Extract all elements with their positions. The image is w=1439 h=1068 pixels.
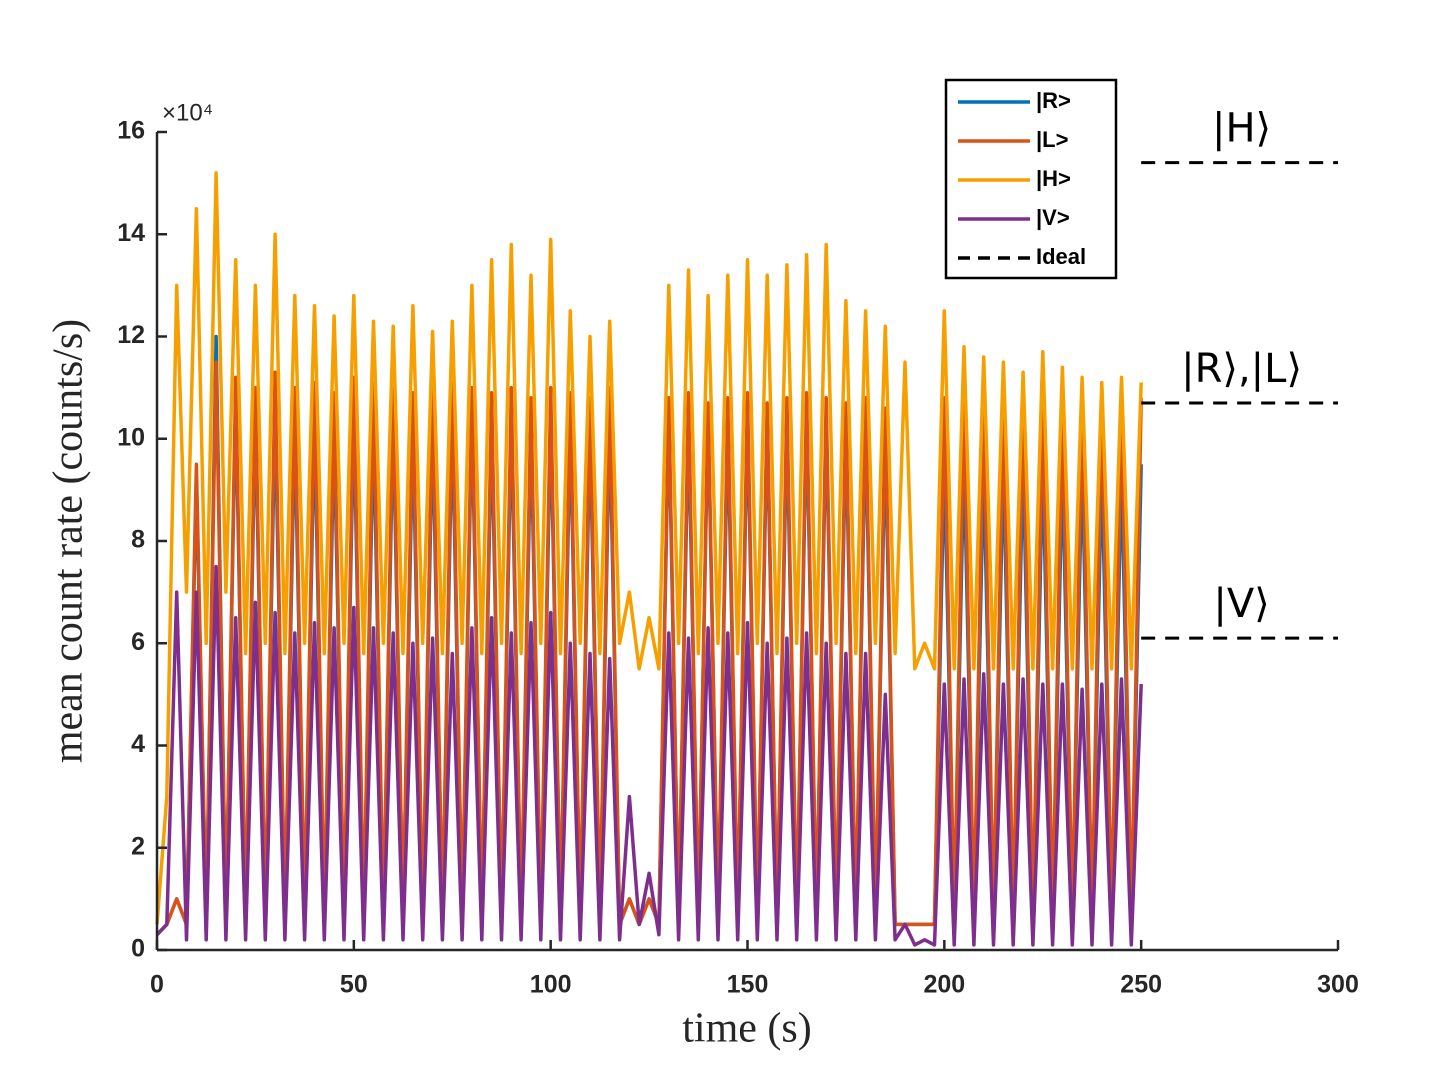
y-tick-label: 10 [117,423,145,451]
x-axis-label: time (s) [682,1006,811,1052]
x-tick-label: 250 [1120,971,1162,999]
legend-label: |R> [1036,88,1071,113]
y-multiplier: ×10⁴ [162,99,213,126]
y-tick-label: 6 [131,628,145,656]
data-line [155,171,1143,925]
legend-label: |V> [1036,205,1070,230]
x-tick-label: 50 [340,971,368,999]
y-tick-label: 2 [131,832,145,860]
ideal-label: |V⟩ [1213,581,1269,627]
x-tick-label: 150 [727,971,769,999]
ideal-label: |H⟩ [1212,106,1271,152]
legend-label: |H> [1036,166,1071,191]
ideal-label: |R⟩,|L⟩ [1181,346,1302,392]
y-tick-label: 4 [131,730,145,758]
y-tick-label: 12 [117,321,145,349]
y-tick-label: 8 [131,526,145,554]
y-tick-label: 0 [131,935,145,963]
y-axis-label: mean count rate (counts/s) [46,319,92,763]
legend-label: |L> [1036,127,1068,152]
legend-label: Ideal [1036,244,1086,269]
x-tick-label: 100 [530,971,572,999]
x-tick-label: 0 [150,971,164,999]
y-tick-label: 14 [117,219,145,247]
data-line [155,564,1143,947]
x-tick-label: 300 [1317,971,1359,999]
x-tick-label: 200 [923,971,965,999]
data-line [155,360,1143,936]
y-tick-label: 16 [117,117,145,145]
